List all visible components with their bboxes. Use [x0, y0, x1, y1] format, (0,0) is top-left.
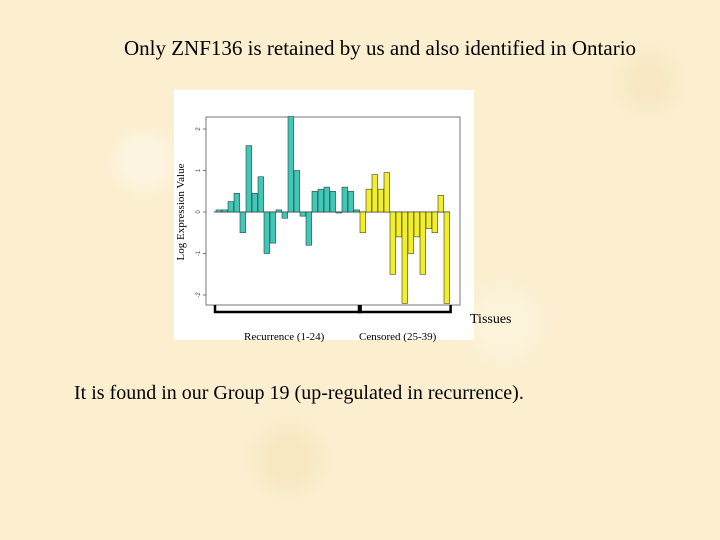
bar-tissue-5	[239, 211, 246, 234]
bar-tissue-26	[365, 188, 372, 213]
bar-tissue-13	[287, 116, 294, 213]
bar-tissue-14	[293, 170, 300, 213]
bar-tissue-8	[257, 176, 264, 213]
recurrence-bracket	[213, 305, 362, 314]
censored-group-label: Censored (25-39)	[359, 331, 437, 343]
bar-tissue-35	[419, 211, 426, 275]
bar-tissue-4	[233, 193, 240, 213]
bar-tissue-24	[353, 209, 360, 213]
bar-tissue-36	[425, 211, 432, 229]
bar-tissue-19	[323, 186, 330, 213]
y-tick-label: 0	[196, 210, 202, 214]
plot-frame	[205, 116, 461, 306]
bar-tissue-22	[341, 186, 348, 213]
bar-tissue-12	[281, 211, 288, 219]
bar-tissue-11	[275, 209, 282, 213]
bar-tissue-3	[227, 201, 234, 213]
bar-tissue-27	[371, 174, 378, 213]
bar-tissue-15	[299, 211, 306, 217]
bar-tissue-25	[359, 211, 366, 234]
slide-title: Only ZNF136 is retained by us and also i…	[123, 36, 637, 60]
bar-tissue-32	[401, 211, 408, 304]
bar-tissue-29	[383, 172, 390, 213]
bar-tissue-28	[377, 188, 384, 213]
bar-tissue-2	[221, 209, 228, 213]
bar-tissue-1	[215, 209, 222, 213]
bar-tissue-38	[437, 195, 444, 213]
recurrence-group-label: Recurrence (1-24)	[244, 331, 325, 343]
bar-tissue-16	[305, 211, 312, 246]
bar-tissue-33	[407, 211, 414, 254]
bar-tissue-10	[269, 211, 276, 244]
bar-tissue-31	[395, 211, 402, 238]
bar-tissue-6	[245, 145, 252, 213]
bar-tissue-39	[443, 211, 450, 304]
x-axis-label: Tissues	[470, 312, 512, 327]
bar-tissue-23	[347, 190, 354, 213]
bar-tissue-34	[413, 211, 420, 238]
bar-tissue-17	[311, 190, 318, 213]
y-axis-label: Log Expression Value	[175, 163, 187, 261]
bar-tissue-30	[389, 211, 396, 275]
y-tick-label: -2	[196, 292, 202, 298]
bar-tissue-7	[251, 193, 258, 213]
bar-tissue-9	[263, 211, 270, 254]
bar-tissue-18	[317, 188, 324, 213]
y-tick-label: 1	[196, 168, 202, 172]
bar-tissue-21	[335, 211, 342, 214]
bar-tissue-20	[329, 190, 336, 213]
y-tick-label: 2	[196, 127, 202, 131]
slide-caption: It is found in our Group 19 (up-regulate…	[74, 382, 524, 404]
bar-tissue-37	[431, 211, 438, 234]
y-tick-label: -1	[196, 250, 202, 256]
censored-bracket	[357, 305, 452, 314]
